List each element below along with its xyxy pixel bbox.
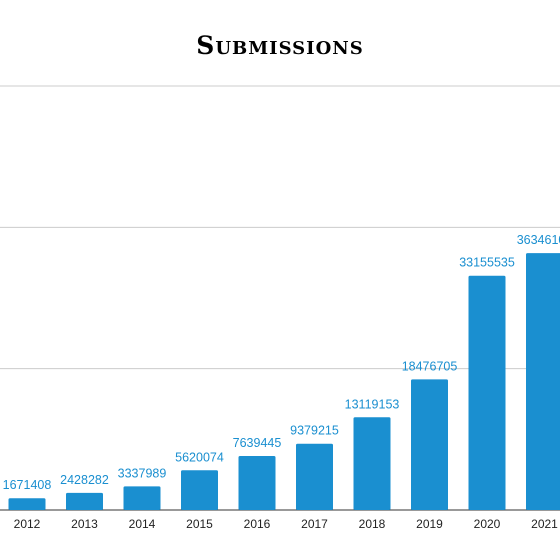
x-tick-label: 2015 (186, 517, 213, 531)
bar (8, 498, 46, 510)
value-label: 36346100 (517, 233, 560, 247)
value-label: 18476705 (402, 359, 458, 373)
bar (181, 470, 218, 510)
x-tick-label: 2019 (416, 517, 443, 531)
x-tick-label: 2016 (244, 517, 271, 531)
value-label: 3337989 (118, 466, 167, 480)
bar (411, 379, 448, 510)
value-label: 2428282 (60, 473, 109, 487)
value-label: 9379215 (290, 424, 339, 438)
bar (123, 486, 161, 510)
bar (526, 253, 560, 510)
value-label: 5620074 (175, 450, 224, 464)
bar (353, 417, 391, 510)
x-tick-label: 2021 (531, 517, 558, 531)
chart-title: Submissions (196, 31, 363, 60)
value-label: 1671408 (3, 478, 52, 492)
bar (468, 275, 506, 510)
bar (238, 456, 276, 510)
bar (296, 443, 333, 510)
value-label: 33155535 (459, 256, 515, 270)
x-tick-label: 2013 (71, 517, 98, 531)
x-tick-label: 2017 (301, 517, 328, 531)
x-tick-label: 2020 (474, 517, 501, 531)
x-tick-label: 2018 (359, 517, 386, 531)
bar (66, 492, 103, 510)
value-label: 7639445 (233, 436, 282, 450)
x-tick-label: 2014 (129, 517, 156, 531)
value-label: 13119153 (345, 397, 400, 411)
x-tick-label: 2012 (14, 517, 41, 531)
